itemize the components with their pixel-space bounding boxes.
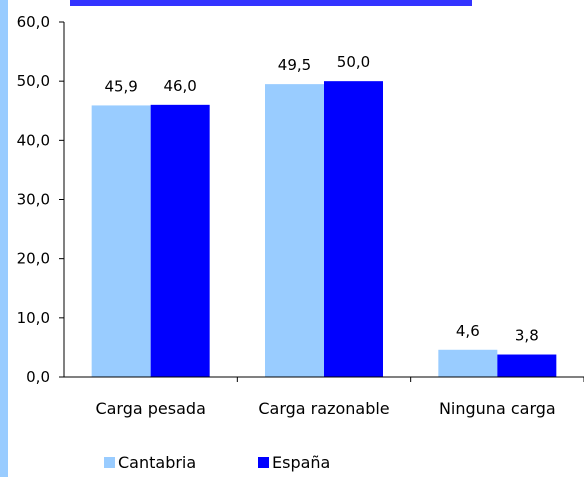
legend-swatch: [104, 457, 115, 468]
bar-espa-a-3: [497, 354, 557, 377]
data-labels: 45,9 46,0 49,5 50,0 4,6 3,8: [104, 53, 538, 344]
x-category-label: Ninguna carga: [439, 399, 556, 418]
y-tick-label: 20,0: [17, 250, 50, 268]
y-tick-label: 30,0: [17, 191, 50, 209]
bar-value-label: 49,5: [278, 56, 311, 74]
y-tick-label: 50,0: [17, 72, 50, 90]
x-category-label: Carga razonable: [258, 399, 389, 418]
y-axis-ticks: 0,0 10,0 20,0 30,0 40,0 50,0 60,0: [17, 13, 64, 386]
bar-espa-a-2: [324, 81, 383, 378]
y-tick-label: 0,0: [26, 368, 50, 386]
bar-espa-a-1: [150, 104, 210, 377]
bar-cantabria-1: [91, 105, 151, 378]
left-accent-stripe: [0, 0, 8, 477]
title-fragment-decoration: [70, 0, 472, 6]
bar-value-label: 50,0: [337, 53, 370, 71]
bar-value-label: 45,9: [104, 77, 137, 95]
bar-value-label: 4,6: [456, 322, 480, 340]
bar-value-label: 46,0: [163, 77, 196, 95]
bar-cantabria-3: [438, 349, 498, 377]
x-axis-ticks: [236, 377, 584, 382]
bar-value-label: 3,8: [515, 327, 539, 345]
x-axis-labels: Carga pesada Carga razonable Ninguna carga: [95, 399, 555, 418]
legend: Cantabria España: [104, 453, 330, 472]
y-tick-label: 40,0: [17, 131, 50, 149]
y-tick-label: 10,0: [17, 309, 50, 327]
legend-swatch: [258, 457, 269, 468]
bars: [91, 81, 557, 378]
bar-cantabria-2: [265, 84, 324, 377]
x-category-label: Carga pesada: [95, 399, 205, 418]
legend-label: España: [272, 453, 330, 472]
legend-label: Cantabria: [118, 453, 196, 472]
y-tick-label: 60,0: [17, 13, 50, 31]
